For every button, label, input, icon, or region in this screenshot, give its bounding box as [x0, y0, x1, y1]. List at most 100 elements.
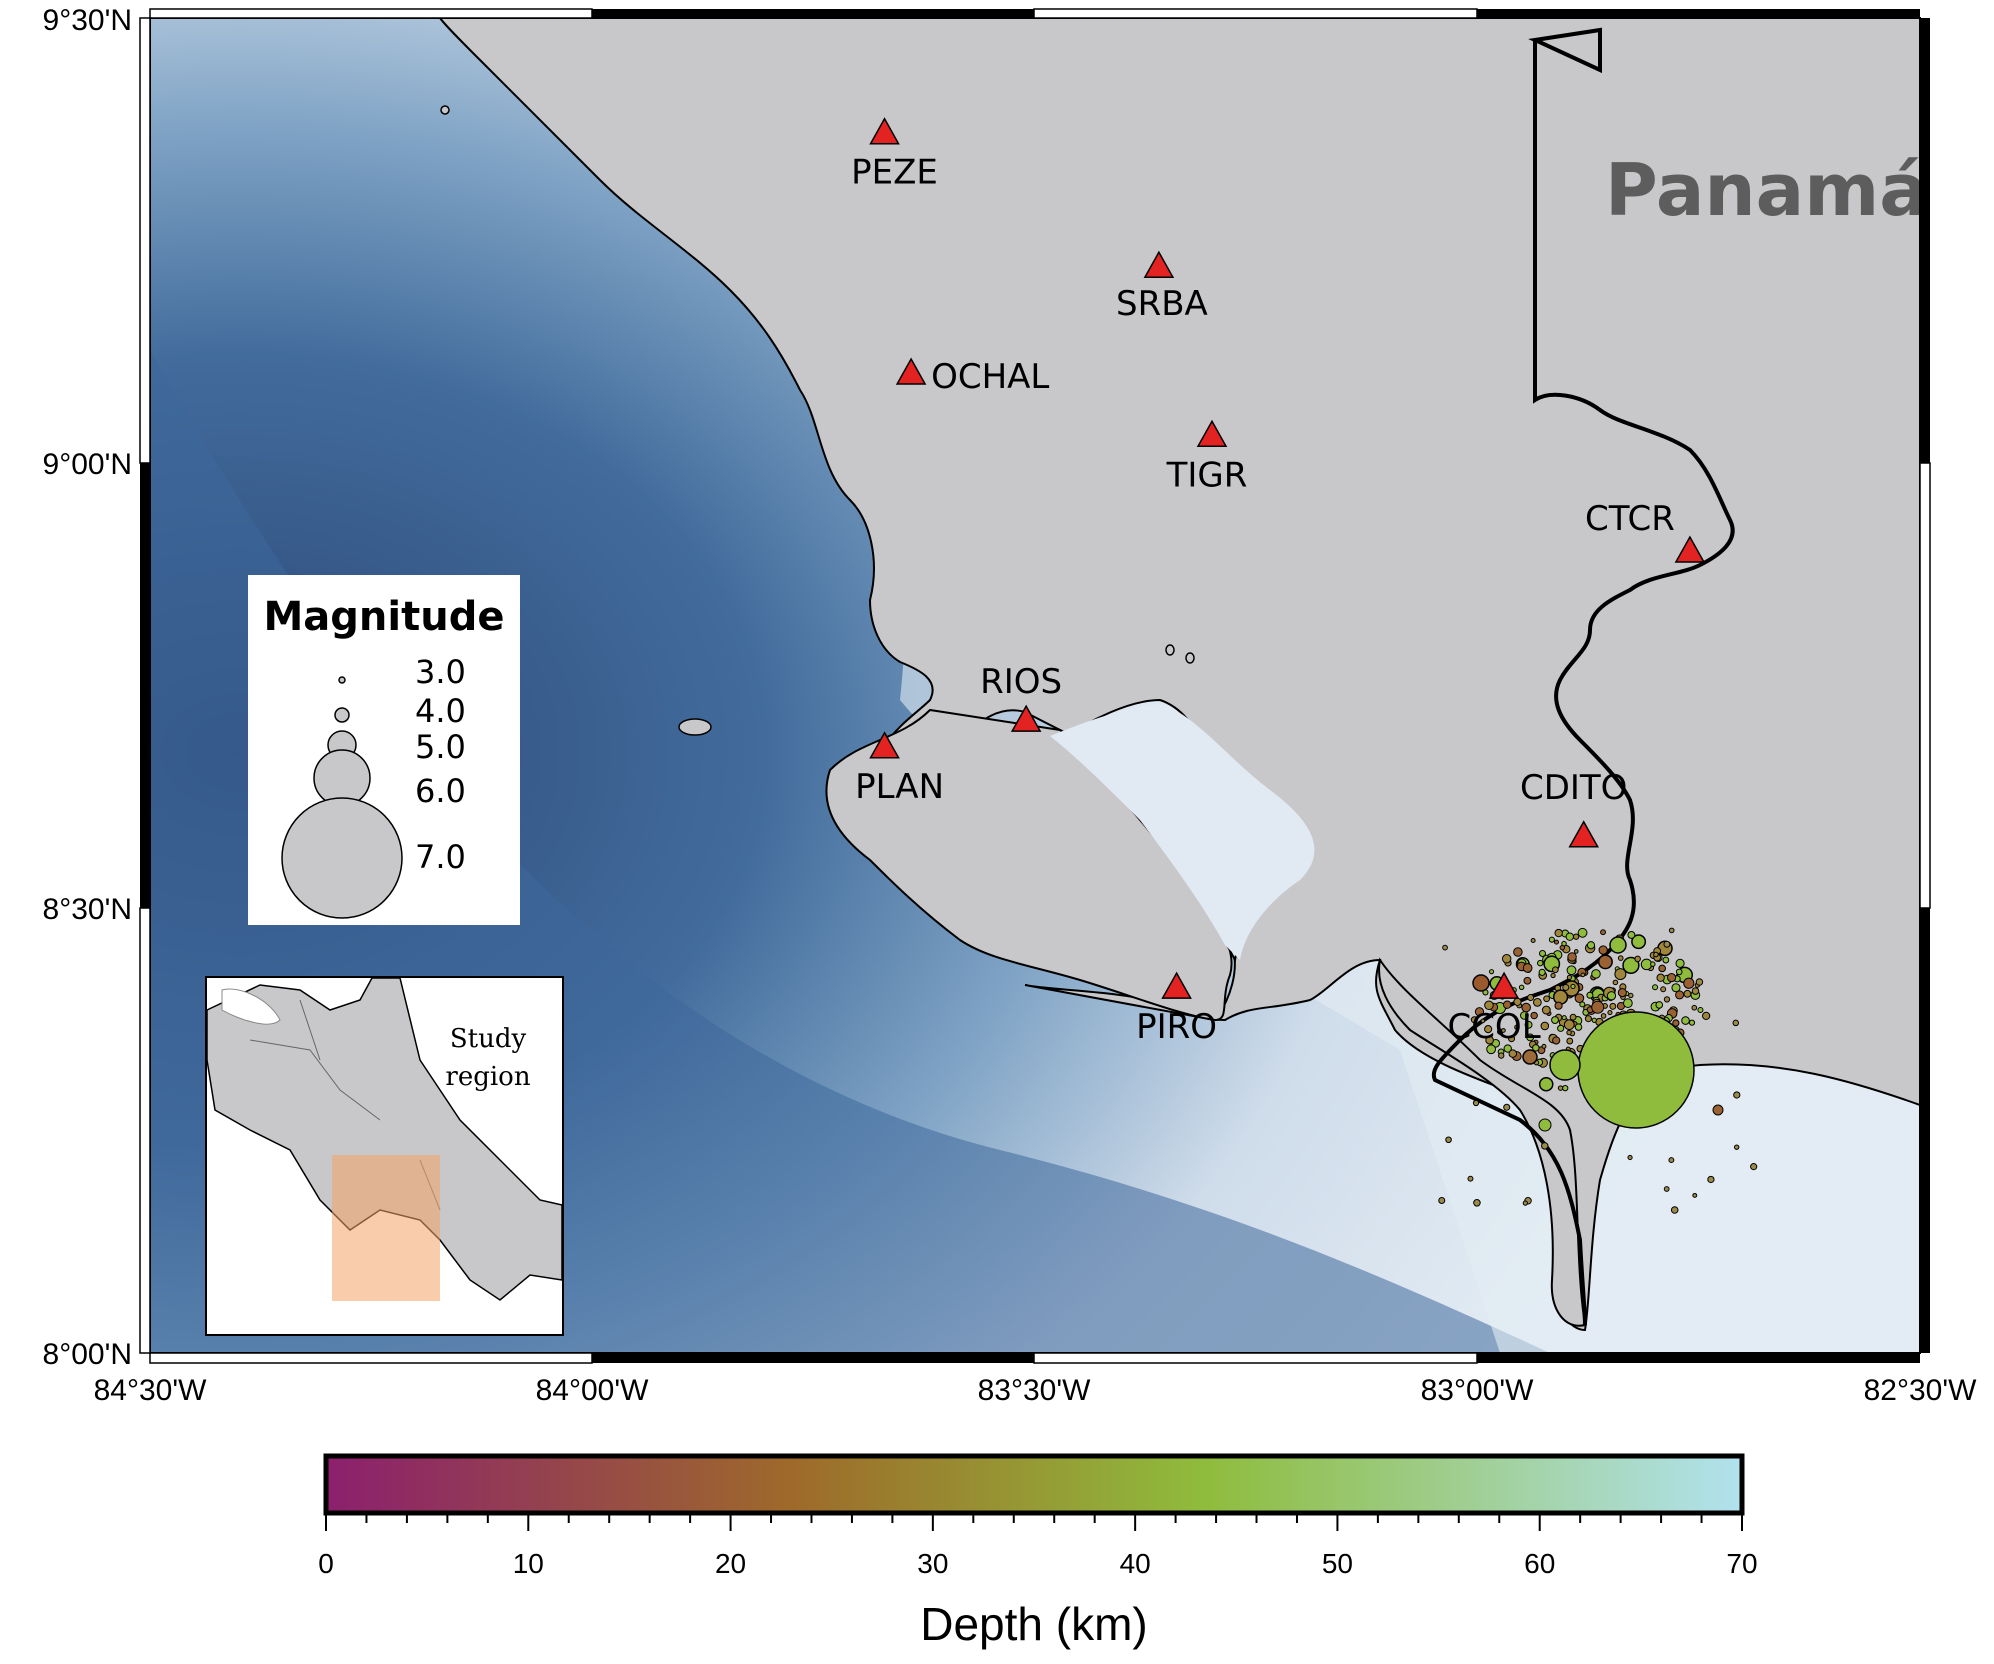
earthquake-marker	[1662, 956, 1670, 964]
earthquake-marker	[1554, 928, 1563, 938]
earthquake-marker	[1538, 1076, 1554, 1092]
earthquake-layer	[1438, 927, 1758, 1214]
earthquake-marker	[1514, 1024, 1520, 1030]
earthquake-marker	[1663, 940, 1671, 948]
earthquake-marker	[1586, 941, 1596, 950]
island	[440, 105, 450, 115]
earthquake-marker	[1566, 974, 1573, 980]
earthquake-marker	[1707, 1175, 1715, 1184]
lon-label: 83°00'W	[1421, 1374, 1534, 1407]
earthquake-marker	[1634, 955, 1641, 963]
panama-border	[1431, 27, 1735, 1326]
earthquake-marker	[1513, 947, 1523, 957]
colorbar-tick-label: 50	[1322, 1548, 1353, 1579]
earthquake-marker	[1538, 1118, 1552, 1132]
colorbar-tick-label: 0	[318, 1548, 334, 1579]
earthquake-marker	[1579, 1001, 1586, 1008]
lat-label: 8°00'N	[43, 1338, 132, 1371]
lat-label: 8°30'N	[43, 893, 132, 926]
earthquake-marker	[1622, 998, 1633, 1008]
bay-water	[1050, 705, 1315, 960]
earthquake-marker	[1530, 937, 1536, 944]
earthquake-marker	[1712, 1104, 1724, 1116]
station-label-ochal: OCHAL	[931, 357, 1049, 397]
earthquake-marker	[1518, 984, 1525, 991]
earthquake-marker	[1438, 1196, 1446, 1204]
colorbar-tick-label: 70	[1726, 1548, 1757, 1579]
earthquake-marker	[1503, 1103, 1511, 1111]
earthquake-marker	[1672, 1019, 1680, 1027]
earthquake-marker	[1562, 1084, 1569, 1092]
earthquake-marker	[1565, 932, 1574, 941]
earthquake-marker	[1526, 1033, 1535, 1042]
earthquake-marker	[1551, 1016, 1559, 1024]
earthquake-marker	[1668, 1157, 1675, 1164]
earthquake-marker	[1675, 958, 1685, 968]
magnitude-legend: Magnitude 3.0 4.0 5.0 6.0 7.0	[248, 575, 520, 925]
earthquake-marker	[1538, 949, 1546, 957]
earthquake-marker	[1574, 1023, 1583, 1031]
earthquake-marker	[1520, 1011, 1529, 1020]
earthquake-marker	[1658, 964, 1666, 973]
earthquake-marker	[1538, 968, 1546, 976]
earthquake-marker	[1675, 990, 1685, 1000]
earthquake-marker	[1591, 1017, 1597, 1023]
station-label-piro: PIRO	[1136, 1007, 1217, 1047]
earthquake-marker	[1577, 927, 1588, 938]
earthquake-marker	[1522, 963, 1533, 973]
earthquake-marker	[1732, 1019, 1740, 1027]
earthquake-marker	[1570, 983, 1576, 990]
station-marker-plan	[869, 731, 900, 759]
earthquake-marker	[1609, 1002, 1617, 1010]
earthquake-marker	[1688, 1019, 1696, 1026]
earthquake-marker	[1697, 1006, 1704, 1014]
depth-colorbar: 0 10 20 30 40 50 60 70 Depth (km)	[318, 1453, 1758, 1650]
earthquake-marker	[1557, 1024, 1565, 1032]
earthquake-marker	[1554, 1001, 1563, 1010]
earthquake-marker	[1628, 992, 1634, 999]
magnitude-symbol-3	[338, 676, 346, 684]
lat-label: 9°00'N	[43, 448, 132, 481]
earthquake-marker	[1501, 954, 1512, 964]
earthquake-marker	[1566, 1037, 1574, 1045]
island	[1165, 644, 1175, 656]
earthquake-marker	[1566, 1029, 1572, 1036]
colorbar-tick-label: 40	[1120, 1548, 1151, 1579]
earthquake-marker	[1501, 1028, 1506, 1033]
earthquake-marker	[1660, 986, 1667, 993]
station-marker-piro	[1161, 971, 1192, 999]
earthquake-marker	[1527, 994, 1535, 1002]
lon-label: 84°00'W	[536, 1374, 649, 1407]
station-label-ccol: CCOL	[1447, 1007, 1540, 1047]
earthquake-marker	[1561, 1015, 1567, 1021]
earthquake-marker	[1614, 968, 1627, 981]
earthquake-marker	[1733, 1144, 1740, 1150]
earthquake-marker	[1488, 969, 1495, 975]
station-marker-ctcr	[1674, 535, 1706, 563]
inset-map: Study region	[205, 976, 564, 1336]
earthquake-marker	[1472, 974, 1490, 992]
earthquake-marker	[1569, 1013, 1577, 1021]
earthquake-marker	[1563, 1019, 1575, 1031]
station-label-peze: PEZE	[851, 153, 938, 193]
earthquake-marker	[1484, 1000, 1494, 1011]
earthquake-marker	[1532, 998, 1542, 1007]
earthquake-marker	[1562, 983, 1570, 991]
earthquake-marker	[1656, 973, 1665, 982]
earthquake-marker	[1653, 951, 1659, 958]
magnitude-label: 5.0	[415, 728, 466, 766]
earthquake-marker	[1572, 933, 1580, 940]
station-marker-srba	[1143, 250, 1175, 278]
station-marker-peze	[869, 117, 900, 145]
earthquake-marker	[1524, 1020, 1533, 1029]
lon-label: 84°30'W	[94, 1374, 207, 1407]
earthquake-marker	[1548, 936, 1555, 943]
earthquake-marker	[1508, 1035, 1516, 1043]
earthquake-marker	[1586, 991, 1594, 999]
earthquake-marker	[1513, 997, 1522, 1007]
colorbar-ramp	[323, 1453, 1745, 1516]
earthquake-marker-largest	[1577, 1011, 1695, 1129]
station-marker-ochal	[895, 357, 927, 385]
earthquake-marker	[1671, 983, 1681, 993]
earthquake-marker	[1552, 1036, 1561, 1045]
